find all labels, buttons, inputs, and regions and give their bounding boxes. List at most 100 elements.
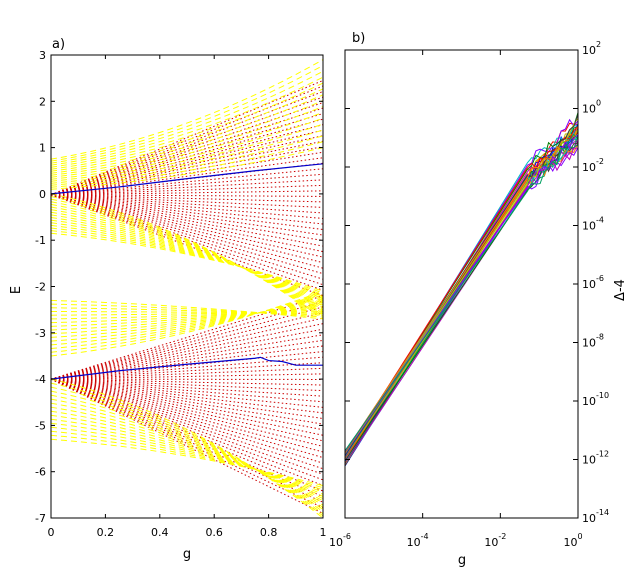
yellow-dashed-line: [50, 301, 324, 335]
y-tick-label: -6: [35, 466, 46, 479]
y-tick-label: 10-8: [582, 333, 604, 350]
yellow-dashed-line: [50, 217, 324, 303]
yellow-dashed-line: [50, 227, 324, 296]
yellow-dashed-line: [50, 94, 324, 172]
red-dotted-line: [50, 317, 324, 380]
yellow-dashed-line: [50, 147, 324, 190]
panel-a-x-ticks: 0 0.2 0.4 0.6 0.8 1: [48, 55, 327, 539]
yellow-dashed-line: [50, 438, 324, 487]
red-dotted-line: [50, 194, 324, 219]
yellow-dashed-line: [50, 198, 324, 316]
y-tick-label: 0: [39, 188, 46, 201]
panel-a-y-ticks: 3 2 1 0 -1 -2 -3 -4 -5 -6 -7: [35, 49, 323, 525]
red-dotted-line: [50, 173, 324, 196]
yellow-dashed-line: [50, 298, 324, 342]
yellow-dashed-line: [50, 141, 324, 188]
yellow-dashed-line: [50, 386, 324, 515]
x-tick-label: 0.4: [151, 526, 169, 539]
red-dotted-line: [50, 157, 324, 196]
y-tick-label: 1: [39, 142, 46, 155]
yellow-dashed-line: [50, 82, 324, 168]
panel-a-x-label: g: [183, 547, 191, 562]
yellow-dashed-line: [50, 211, 324, 307]
red-dotted-line: [50, 345, 324, 380]
red-dotted-line: [50, 113, 324, 196]
red-dotted-line: [50, 118, 324, 196]
red-dotted-line: [50, 168, 324, 196]
red-dotted-line: [50, 295, 324, 380]
yellow-dashed-line: [50, 299, 324, 320]
yellow-dashed-line: [50, 398, 324, 508]
yellow-dashed-line: [50, 222, 324, 300]
x-tick-label: 0.2: [97, 526, 115, 539]
red-dotted-line: [50, 378, 324, 492]
red-dotted-line: [50, 378, 324, 442]
red-dotted-line: [50, 91, 324, 196]
yellow-dashed-line: [50, 382, 324, 517]
x-tick-label: 10-6: [329, 532, 351, 549]
red-dotted-line: [50, 378, 324, 447]
yellow-dashed-line: [50, 123, 324, 182]
y-tick-label: 2: [39, 95, 46, 108]
yellow-dashed-line: [50, 106, 324, 176]
y-tick-label: 10-12: [582, 450, 609, 467]
red-dotted-line: [50, 378, 324, 392]
red-dotted-line: [50, 124, 324, 196]
red-dotted-line: [50, 378, 324, 386]
yellow-dashed-line: [50, 65, 324, 162]
series-line: [344, 125, 579, 453]
yellow-dashed-line: [50, 303, 324, 331]
yellow-dashed-line: [50, 219, 324, 301]
yellow-dashed-line: [50, 296, 324, 346]
red-dotted-line: [50, 85, 324, 196]
y-tick-label: -4: [35, 373, 46, 386]
yellow-dashed-line: [50, 311, 324, 314]
red-dotted-line: [50, 378, 324, 420]
y-tick-label: 3: [39, 49, 46, 62]
red-dotted-line: [50, 339, 324, 380]
yellow-dashed-line: [50, 100, 324, 174]
y-tick-label: -5: [35, 419, 46, 432]
y-tick-label: 10-4: [582, 216, 604, 233]
panel-a-red-dotted-lines: [50, 80, 324, 514]
red-dotted-line: [50, 194, 324, 208]
yellow-dashed-line: [50, 430, 324, 491]
y-tick-label: 100: [582, 99, 601, 116]
red-dotted-line: [50, 378, 324, 514]
red-dotted-line: [50, 378, 324, 414]
red-dotted-line: [50, 194, 324, 280]
red-dotted-line: [50, 306, 324, 380]
yellow-dashed-line: [50, 418, 324, 497]
yellow-dashed-line: [50, 402, 324, 506]
yellow-dashed-line: [50, 378, 324, 519]
yellow-dashed-line: [50, 196, 324, 318]
yellow-dashed-line: [50, 117, 324, 180]
red-dotted-line: [50, 378, 324, 453]
red-dotted-line: [50, 378, 324, 475]
panel-a-yellow-dashed-lines: [50, 59, 324, 519]
panel-b-label: b): [352, 31, 365, 46]
yellow-dashed-line: [50, 294, 324, 350]
yellow-dashed-line: [50, 394, 324, 510]
yellow-dashed-line: [50, 111, 324, 178]
yellow-dashed-line: [50, 422, 324, 495]
yellow-dashed-line: [50, 201, 324, 314]
red-dotted-line: [50, 300, 324, 380]
y-tick-label: -2: [35, 281, 46, 294]
panel-b-series-bundle: [344, 112, 579, 467]
yellow-dashed-line: [50, 88, 324, 170]
red-dotted-line: [50, 194, 324, 214]
x-tick-label: 10-4: [407, 532, 429, 549]
x-tick-label: 10-2: [484, 532, 506, 549]
x-tick-label: 1: [320, 526, 327, 539]
panel-b-y-label: Δ-4: [613, 279, 628, 301]
y-tick-label: -1: [35, 234, 46, 247]
x-tick-label: 0.8: [260, 526, 278, 539]
red-dotted-line: [50, 378, 324, 464]
blue-solid-line: [50, 163, 324, 195]
yellow-dashed-line: [50, 206, 324, 311]
red-dotted-line: [50, 378, 324, 397]
yellow-dashed-line: [50, 129, 324, 184]
y-tick-label: 10-6: [582, 274, 604, 291]
